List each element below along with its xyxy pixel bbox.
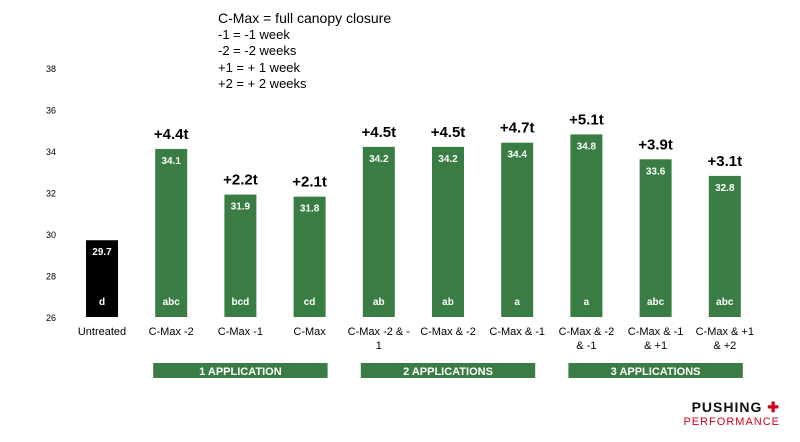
x-tick-label: C-Max & +1 <box>696 326 754 338</box>
significance-letter: a <box>514 297 520 308</box>
x-tick-label: C-Max & -1 <box>628 326 684 338</box>
bar-value-label: 31.9 <box>231 202 251 213</box>
x-tick-label: C-Max -1 <box>218 326 263 338</box>
y-tick-label: 32 <box>46 189 56 199</box>
x-tick-label: C-Max & -2 <box>420 326 476 338</box>
bar-value-label: 29.7 <box>92 247 112 258</box>
x-tick-label: C-Max & -2 <box>559 326 615 338</box>
yield-gain-label: +2.1t <box>292 174 327 191</box>
brand-logo: PUSHING ✚ PERFORMANCE <box>683 399 780 428</box>
brand-bottom-text: PERFORMANCE <box>683 416 780 428</box>
group-label: 2 APPLICATIONS <box>403 366 493 378</box>
yield-gain-label: +4.7t <box>500 120 535 137</box>
legend-title: C-Max = full canopy closure <box>218 10 392 26</box>
legend-box: C-Max = full canopy closure -1 = -1 week… <box>218 10 391 93</box>
significance-letter: a <box>584 297 590 308</box>
significance-letter: d <box>99 297 105 308</box>
x-tick-label: C-Max -2 <box>149 326 194 338</box>
bar-value-label: 34.2 <box>369 154 389 165</box>
significance-letter: ab <box>442 297 454 308</box>
significance-letter: ab <box>373 297 385 308</box>
bar-value-label: 33.6 <box>646 166 666 177</box>
x-tick-label: & +1 <box>644 340 667 352</box>
significance-letter: abc <box>163 297 181 308</box>
significance-letter: bcd <box>232 297 250 308</box>
legend-line: +2 = + 2 weeks <box>218 76 307 91</box>
bar <box>639 159 672 317</box>
group-bar <box>360 363 536 378</box>
group-bar <box>568 363 743 378</box>
legend-line: -1 = -1 week <box>218 26 290 42</box>
x-tick-label: C-Max & -1 <box>489 326 545 338</box>
bar <box>362 146 395 317</box>
y-tick-label: 36 <box>46 106 56 116</box>
brand-top-text: PUSHING <box>691 399 763 415</box>
bar-value-label: 32.8 <box>715 183 735 194</box>
significance-letter: cd <box>304 297 316 308</box>
bar <box>224 194 257 317</box>
bar <box>432 146 464 317</box>
x-tick-label: C-Max <box>293 326 326 338</box>
bar-value-label: 34.4 <box>507 150 527 161</box>
legend-line: -2 = -2 weeks <box>218 43 297 58</box>
group-bar <box>153 363 328 378</box>
yield-gain-label: +2.2t <box>223 172 258 189</box>
bar-value-label: 34.1 <box>161 156 181 167</box>
y-tick-label: 26 <box>46 313 56 323</box>
bar <box>570 134 603 317</box>
yield-gain-label: +4.5t <box>431 124 466 141</box>
y-tick-label: 30 <box>46 230 56 240</box>
bar-value-label: 34.8 <box>577 141 597 152</box>
y-tick-label: 34 <box>46 147 56 157</box>
y-tick-label: 28 <box>46 272 56 282</box>
bar <box>86 240 118 317</box>
group-label: 1 APPLICATION <box>199 366 282 378</box>
x-tick-label: C-Max -2 & - <box>348 326 411 338</box>
x-tick-label: & -1 <box>576 340 596 352</box>
bar <box>501 142 534 317</box>
bar <box>293 196 326 317</box>
y-tick-label: 38 <box>46 64 56 74</box>
group-label: 3 APPLICATIONS <box>611 366 701 378</box>
yield-gain-label: +3.1t <box>707 153 742 170</box>
yield-gain-label: +4.5t <box>361 124 396 141</box>
x-tick-label: Untreated <box>78 326 126 338</box>
significance-letter: abc <box>647 297 665 308</box>
x-tick-label: & +2 <box>713 340 736 352</box>
bar-value-label: 34.2 <box>438 154 458 165</box>
bar <box>708 175 741 317</box>
brand-plus-icon: ✚ <box>767 399 780 415</box>
bar <box>155 148 188 317</box>
yield-gain-label: +3.9t <box>638 136 673 153</box>
legend-line: +1 = + 1 week <box>218 59 301 75</box>
significance-letter: abc <box>716 297 734 308</box>
x-tick-label: 1 <box>376 340 382 352</box>
bar-value-label: 31.8 <box>300 204 320 215</box>
yield-gain-label: +5.1t <box>569 111 604 128</box>
yield-gain-label: +4.4t <box>154 126 189 143</box>
